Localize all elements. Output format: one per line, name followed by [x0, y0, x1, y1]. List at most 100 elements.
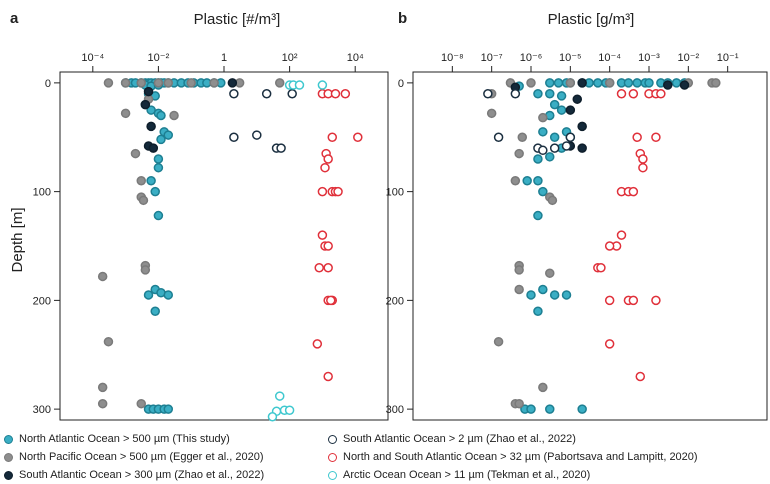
data-point	[577, 404, 587, 414]
data-point	[522, 176, 532, 186]
data-point	[510, 89, 521, 99]
data-point	[317, 230, 328, 240]
data-point	[545, 78, 555, 88]
data-point	[317, 186, 328, 197]
data-point	[140, 99, 151, 110]
data-point	[638, 154, 648, 164]
legend-marker	[4, 470, 13, 480]
data-point	[565, 78, 576, 88]
data-point	[340, 89, 351, 99]
data-point	[533, 210, 543, 221]
data-point	[604, 241, 615, 251]
data-point	[320, 162, 330, 173]
data-point	[526, 290, 536, 300]
data-point	[538, 127, 548, 137]
data-point	[517, 132, 528, 142]
data-point	[169, 110, 179, 121]
legend-item: South Atlantic Ocean > 2 µm (Zhao et al.…	[328, 433, 576, 445]
data-point	[577, 143, 587, 153]
data-point	[628, 295, 639, 306]
data-point	[628, 186, 639, 197]
data-point	[623, 78, 634, 88]
data-point	[327, 132, 338, 142]
x-tick-label: 1	[221, 52, 227, 64]
data-point	[163, 130, 174, 140]
y-tick-label: 100	[386, 187, 404, 199]
data-point	[604, 339, 615, 349]
data-point	[227, 78, 238, 88]
data-point	[120, 108, 131, 119]
data-point	[276, 143, 286, 153]
data-point	[150, 306, 160, 316]
data-point	[538, 186, 548, 197]
y-axis-label: Depth [m]	[9, 207, 26, 272]
data-point	[143, 86, 154, 97]
data-point	[679, 80, 690, 90]
x-tick-label: 10⁻¹	[717, 52, 739, 64]
legend-item: North Atlantic Ocean > 500 µm (This stud…	[4, 433, 230, 445]
data-point	[483, 89, 493, 99]
data-point	[514, 284, 524, 295]
data-point	[561, 141, 572, 151]
data-point	[514, 398, 524, 409]
data-point	[156, 110, 166, 121]
data-point	[153, 78, 164, 88]
legend-marker	[328, 470, 337, 480]
data-point	[312, 339, 323, 349]
legend-label: South Atlantic Ocean > 2 µm (Zhao et al.…	[343, 433, 576, 445]
data-point	[538, 112, 548, 123]
x-tick-label: 10⁻³	[638, 52, 660, 64]
data-point	[663, 80, 673, 90]
x-tick-label: 10⁻⁶	[520, 52, 543, 64]
data-point	[143, 290, 154, 300]
data-point	[284, 405, 295, 415]
data-point	[153, 210, 164, 221]
y-tick-label: 100	[33, 187, 51, 199]
x-tick-label: 10⁻⁴	[81, 52, 104, 64]
data-point	[632, 132, 642, 142]
data-point	[317, 80, 328, 90]
data-point	[323, 371, 333, 382]
data-point	[136, 176, 146, 186]
data-point	[97, 382, 108, 393]
panel-b-letter: b	[398, 10, 407, 27]
y-tick-label: 200	[386, 295, 404, 307]
y-tick-label: 300	[33, 404, 51, 416]
data-point	[549, 143, 560, 153]
data-point	[547, 195, 558, 206]
data-point	[287, 89, 297, 99]
data-point	[103, 78, 114, 88]
data-point	[545, 89, 555, 99]
legend-label: South Atlantic Ocean > 300 µm (Zhao et a…	[19, 469, 265, 481]
data-point	[156, 134, 166, 145]
data-point	[526, 404, 536, 414]
data-point	[493, 132, 504, 142]
data-point	[556, 91, 567, 101]
y-tick-label: 0	[398, 78, 404, 90]
data-point	[572, 94, 583, 104]
data-point	[596, 263, 606, 273]
data-point	[209, 78, 219, 88]
data-point	[353, 132, 363, 142]
data-point	[538, 382, 548, 393]
data-point	[577, 78, 587, 88]
data-point	[333, 186, 343, 197]
x-tick-label: 10⁻⁸	[441, 52, 464, 64]
data-point	[120, 78, 131, 88]
y-tick-label: 200	[33, 295, 51, 307]
x-tick-label: 10⁴	[347, 52, 364, 64]
data-point	[163, 78, 174, 88]
data-point	[577, 121, 587, 132]
panel-b-x-axis-label: Plastic [g/m³]	[548, 11, 635, 28]
legend-item: North Pacific Ocean > 500 µm (Egger et a…	[4, 451, 264, 463]
data-point	[593, 78, 603, 88]
legend-label: North and South Atlantic Ocean > 32 µm (…	[343, 451, 698, 463]
data-point	[656, 89, 666, 99]
data-point	[326, 295, 336, 306]
data-point	[493, 336, 504, 347]
legend-marker	[328, 434, 337, 444]
data-point	[549, 132, 560, 142]
data-point	[97, 398, 108, 409]
data-point	[136, 78, 146, 88]
plot-frame	[59, 71, 389, 421]
